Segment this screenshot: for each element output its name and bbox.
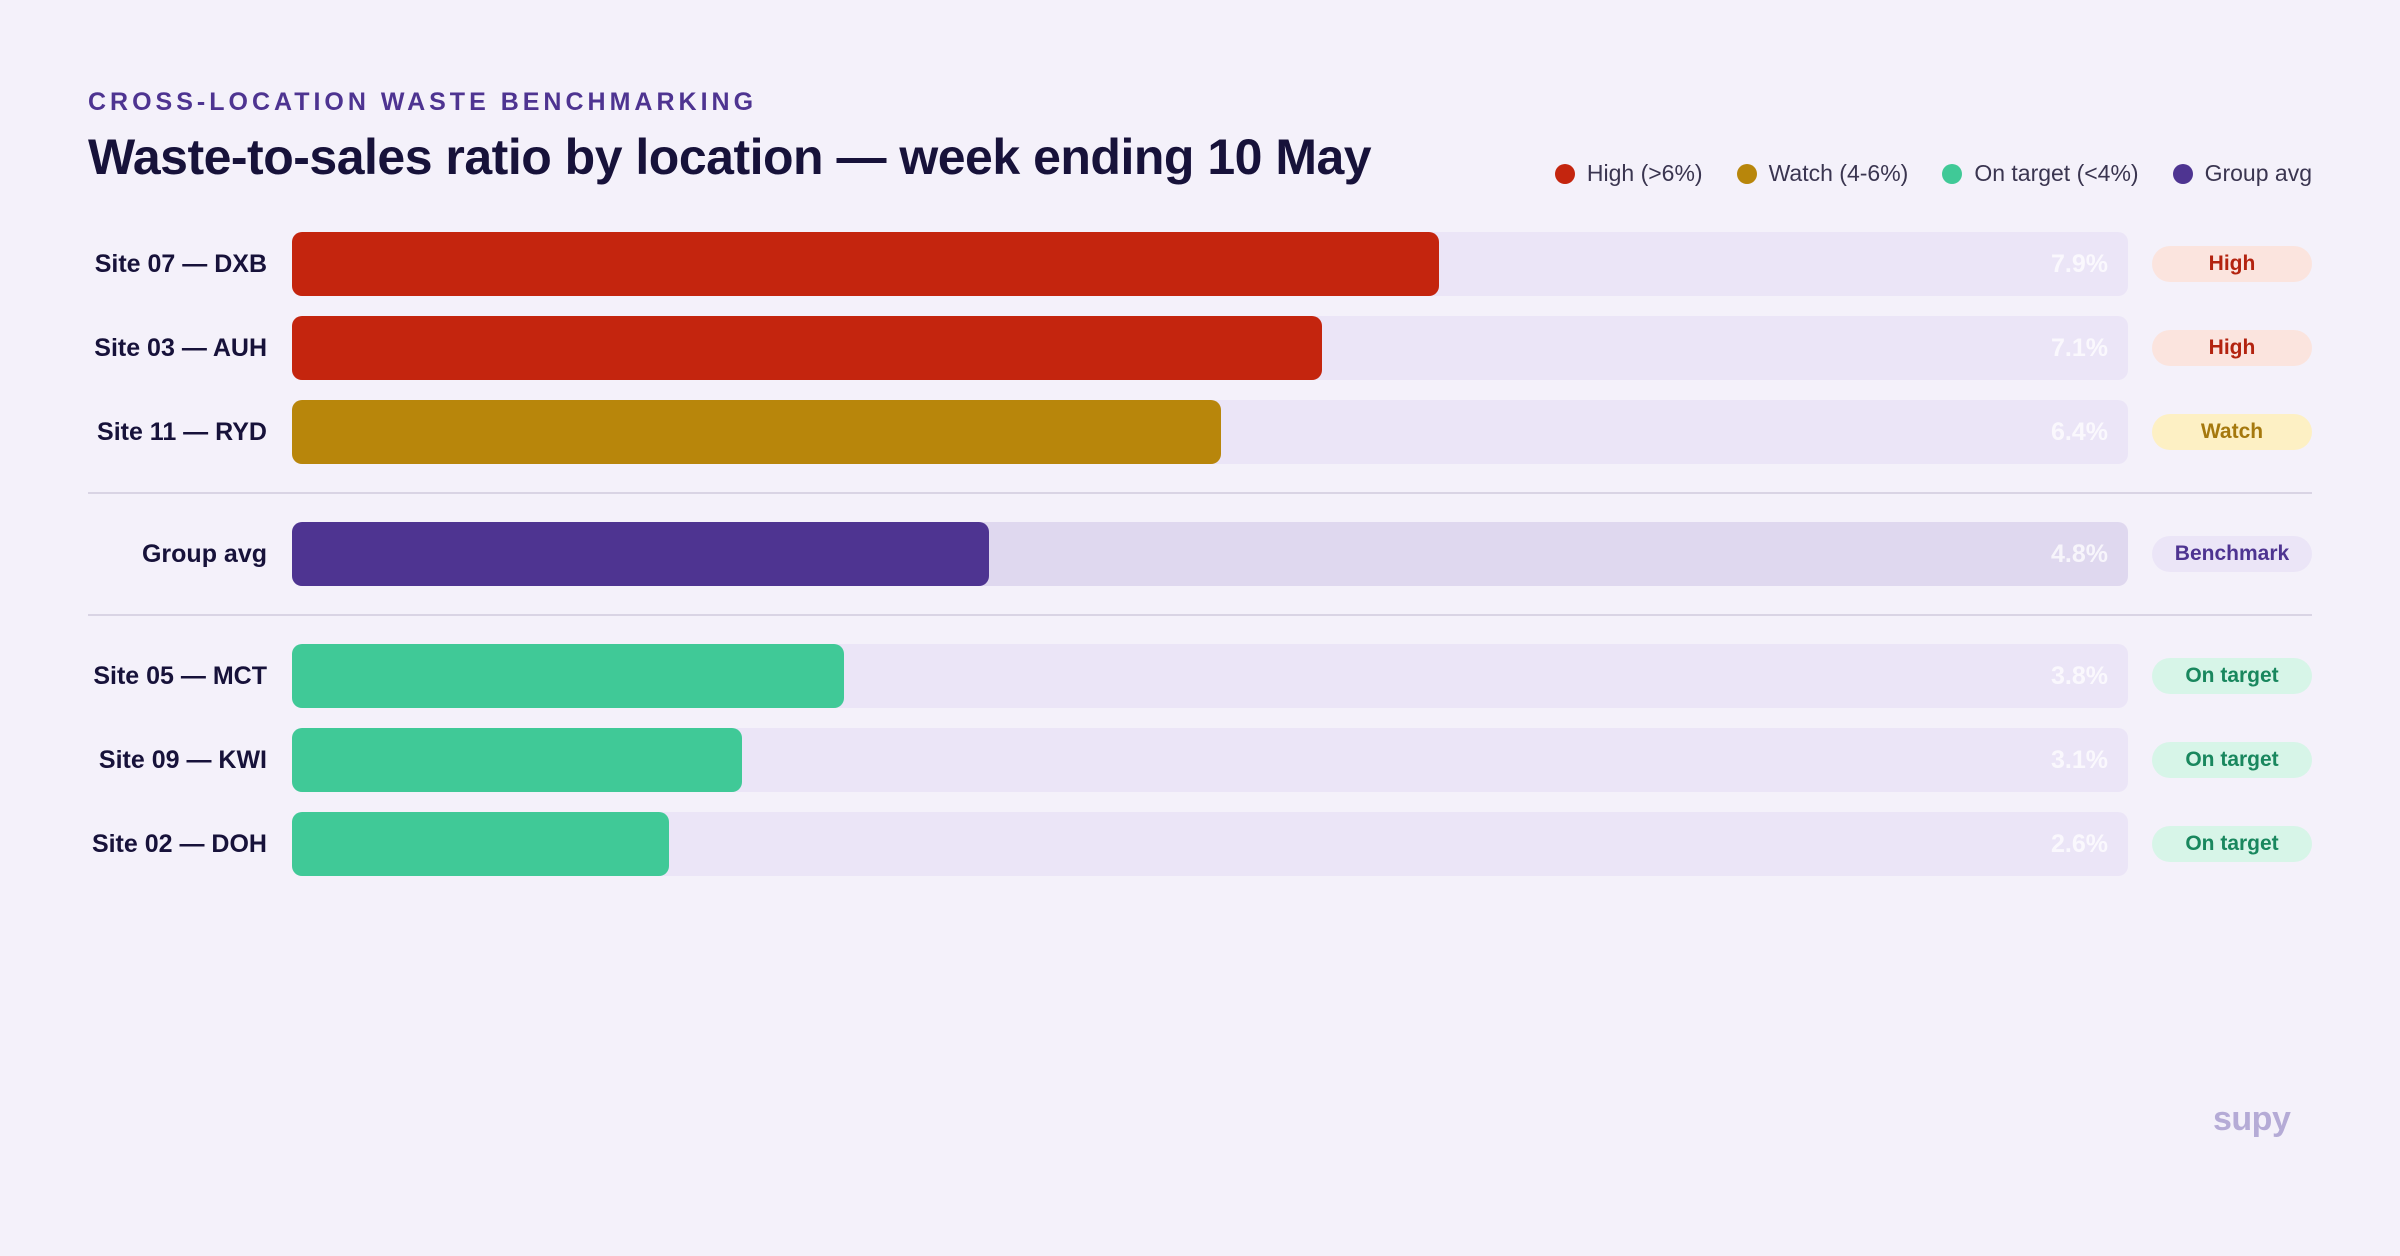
legend-dot-watch (1736, 163, 1757, 184)
category-label-site-05-mct: Site 05 — MCT (93, 662, 267, 690)
bar-site-07-dxb (292, 232, 1439, 296)
status-badge-site-03-auh: High (2152, 330, 2312, 366)
bar-track-site-05-mct: 3.8% (292, 644, 2128, 708)
category-label-site-03-auh: Site 03 — AUH (94, 334, 267, 362)
bar-track-site-07-dxb: 7.9% (292, 232, 2128, 296)
bar-value-label-group-avg: 4.8% (2051, 540, 2108, 568)
bar-track-site-02-doh: 2.6% (292, 812, 2128, 876)
category-label-site-09-kwi: Site 09 — KWI (98, 746, 267, 774)
status-badge-group-avg: Benchmark (2152, 536, 2312, 572)
bar-site-11-ryd (292, 400, 1221, 464)
bar-value-label-site-07-dxb: 7.9% (2051, 250, 2108, 278)
chart-title: Waste-to-sales ratio by location — week … (88, 129, 1372, 185)
legend-dot-on-target (1942, 163, 1963, 184)
bar-value-label-site-02-doh: 2.6% (2051, 830, 2108, 858)
status-badge-site-07-dxb: High (2152, 246, 2312, 282)
legend-label-high: High (>6%) (1586, 160, 1703, 186)
status-badge-site-09-kwi: On target (2152, 742, 2312, 778)
category-label-site-02-doh: Site 02 — DOH (91, 830, 267, 858)
bar-track-site-11-ryd: 6.4% (292, 400, 2128, 464)
status-badge-site-11-ryd: Watch (2152, 414, 2312, 450)
legend-item-watch: Watch (4-6%) (1736, 160, 1909, 187)
bar-site-03-auh (292, 316, 1322, 380)
status-badge-site-05-mct: On target (2152, 658, 2312, 694)
section-divider-2 (88, 614, 2312, 616)
bar-value-label-site-05-mct: 3.8% (2051, 662, 2108, 690)
category-label-site-11-ryd: Site 11 — RYD (97, 418, 267, 446)
legend-label-group-avg: Group avg (2204, 160, 2312, 186)
category-label-group-avg: Group avg (141, 540, 267, 568)
legend-label-on-target: On target (<4%) (1974, 160, 2139, 186)
bar-track-group-avg: 4.8% (292, 522, 2128, 586)
eyebrow-label: CROSS-LOCATION WASTE BENCHMARKING (88, 88, 758, 116)
section-divider-1 (88, 492, 2312, 494)
legend-label-watch: Watch (4-6%) (1768, 160, 1909, 186)
bar-site-02-doh (292, 812, 669, 876)
legend-dot-high (1554, 163, 1575, 184)
bar-site-09-kwi (292, 728, 742, 792)
bar-value-label-site-09-kwi: 3.1% (2051, 746, 2108, 774)
bar-value-label-site-03-auh: 7.1% (2051, 334, 2108, 362)
bar-site-05-mct (292, 644, 844, 708)
supy-logo: supy (2213, 1100, 2291, 1138)
category-label-site-07-dxb: Site 07 — DXB (94, 250, 267, 278)
legend-item-on-target: On target (<4%) (1942, 160, 2139, 187)
legend-dot-group-avg (2172, 163, 2193, 184)
status-badge-site-02-doh: On target (2152, 826, 2312, 862)
bar-value-label-site-11-ryd: 6.4% (2051, 418, 2108, 446)
bar-group-avg (292, 522, 989, 586)
bar-track-site-03-auh: 7.1% (292, 316, 2128, 380)
legend-item-high: High (>6%) (1554, 160, 1703, 187)
bar-track-site-09-kwi: 3.1% (292, 728, 2128, 792)
legend: High (>6%) Watch (4-6%) On target (<4%) … (1554, 160, 2312, 187)
legend-item-group-avg: Group avg (2172, 160, 2312, 187)
